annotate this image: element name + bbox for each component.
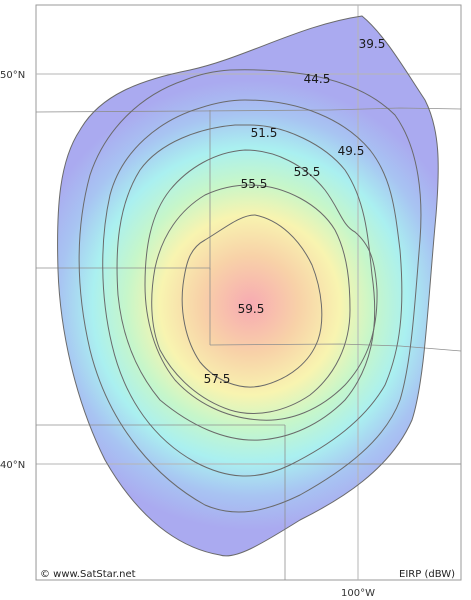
units-label: EIRP (dBW): [399, 569, 455, 580]
state-borders: [36, 107, 461, 580]
contour-55-5: [151, 184, 351, 415]
contour-label-51-5: 51.5: [251, 126, 278, 140]
contour-label-57-5: 57.5: [204, 372, 231, 386]
lon-label-100w: 100°W: [341, 588, 375, 599]
contour-51-5: [116, 124, 376, 441]
contour-label-59-5: 59.5: [238, 302, 265, 316]
contour-49-5: [102, 99, 403, 477]
contour-label-49-5: 49.5: [338, 144, 365, 158]
contour-57-5: [181, 214, 323, 388]
contour-label-39-5: 39.5: [359, 37, 386, 51]
contour-lines: [57, 15, 439, 557]
contour-39-5: [57, 15, 439, 557]
contour-label-44-5: 44.5: [304, 72, 331, 86]
footprint-heat-fill: [57, 16, 439, 556]
contour-label-53-5: 53.5: [294, 165, 321, 179]
lat-label-40n: 40°N: [0, 460, 25, 471]
lat-label-50n: 50°N: [0, 70, 25, 81]
contour-53-5: [144, 149, 378, 421]
contour-label-55-5: 55.5: [241, 177, 268, 191]
contour-44-5: [78, 69, 422, 513]
credit-text: © www.SatStar.net: [40, 569, 136, 580]
